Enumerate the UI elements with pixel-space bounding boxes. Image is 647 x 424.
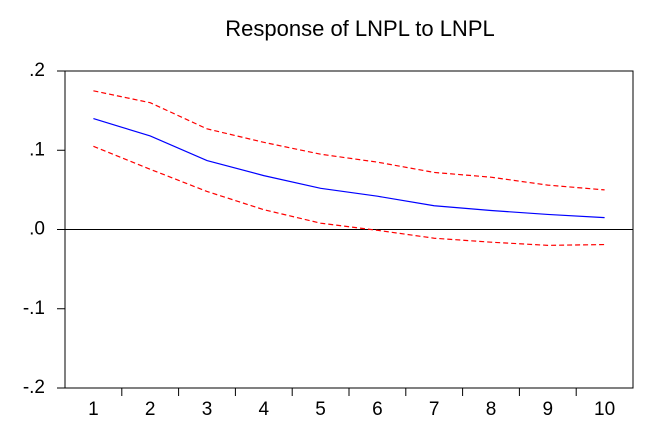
x-tick-label: 1 <box>88 399 99 420</box>
series-line <box>93 117 605 219</box>
y-tick-label: .1 <box>29 139 45 160</box>
x-tick-label: 6 <box>372 399 383 420</box>
x-tick-label: 4 <box>259 399 270 420</box>
y-tick-label: .2 <box>29 60 45 81</box>
y-tick-label: -.1 <box>23 298 45 319</box>
y-tick-label: -.2 <box>23 377 45 398</box>
x-tick-label: 3 <box>202 399 213 420</box>
x-tick-label: 2 <box>145 399 156 420</box>
x-tick-label: 5 <box>315 399 326 420</box>
chart-title: Response of LNPL to LNPL <box>225 16 494 41</box>
series-line <box>93 145 605 246</box>
x-tick-label: 10 <box>594 399 615 420</box>
x-tick-label: 8 <box>486 399 497 420</box>
series-line <box>93 90 605 191</box>
y-tick-label: .0 <box>29 219 45 240</box>
x-tick-label: 9 <box>543 399 554 420</box>
x-tick-label: 7 <box>429 399 440 420</box>
